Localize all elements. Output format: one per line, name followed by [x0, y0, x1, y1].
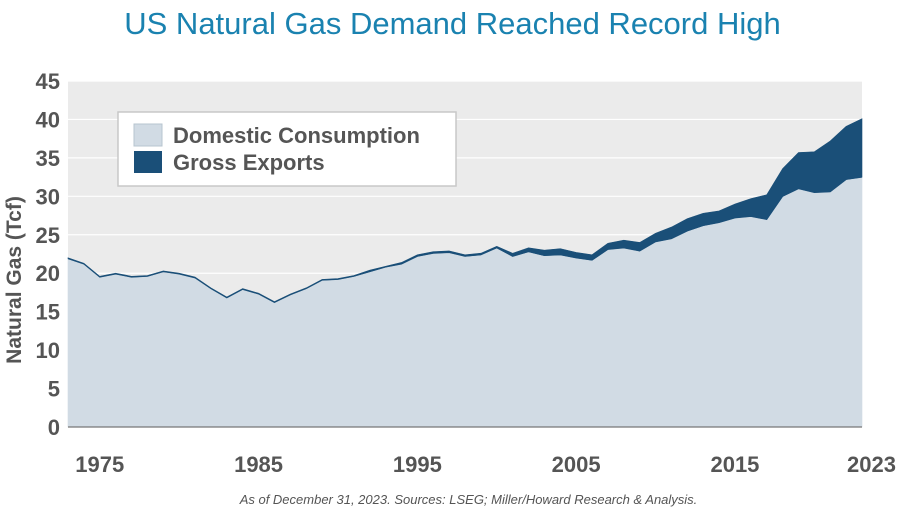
y-tick-label: 25	[36, 223, 60, 248]
x-tick-label: 2015	[710, 452, 759, 477]
y-tick-label: 10	[36, 338, 60, 363]
y-tick-label: 30	[36, 184, 60, 209]
y-tick-label: 0	[48, 415, 60, 440]
y-axis-label: Natural Gas (Tcf)	[3, 196, 26, 364]
legend-label-gross-exports: Gross Exports	[173, 150, 325, 175]
y-axis-ticks: 0 5 10 15 20 25 30 35 40 45	[36, 69, 60, 440]
x-tick-label: 1975	[75, 452, 124, 477]
legend-swatch-gross-exports	[134, 151, 162, 173]
data-areas	[67, 118, 863, 428]
x-tick-label: 2005	[552, 452, 601, 477]
chart-title: US Natural Gas Demand Reached Record Hig…	[124, 6, 781, 41]
legend: Domestic Consumption Gross Exports	[117, 111, 457, 187]
x-tick-label: 1995	[393, 452, 442, 477]
y-tick-label: 20	[36, 261, 60, 286]
line-domestic-consumption	[67, 176, 863, 304]
legend-label-domestic-consumption: Domestic Consumption	[173, 123, 420, 148]
legend-box	[117, 111, 457, 187]
source-footnote: As of December 31, 2023. Sources: LSEG; …	[239, 492, 698, 507]
y-tick-label: 45	[36, 69, 60, 94]
y-tick-label: 35	[36, 146, 60, 171]
x-axis-ticks: 1975 1985 1995 2005 2015 2023	[75, 452, 896, 477]
x-tick-label: 2023	[847, 452, 896, 477]
y-tick-label: 5	[48, 377, 60, 402]
y-tick-label: 15	[36, 300, 60, 325]
x-tick-label: 1985	[234, 452, 283, 477]
y-tick-label: 40	[36, 107, 60, 132]
legend-swatch-domestic-consumption	[133, 123, 163, 147]
